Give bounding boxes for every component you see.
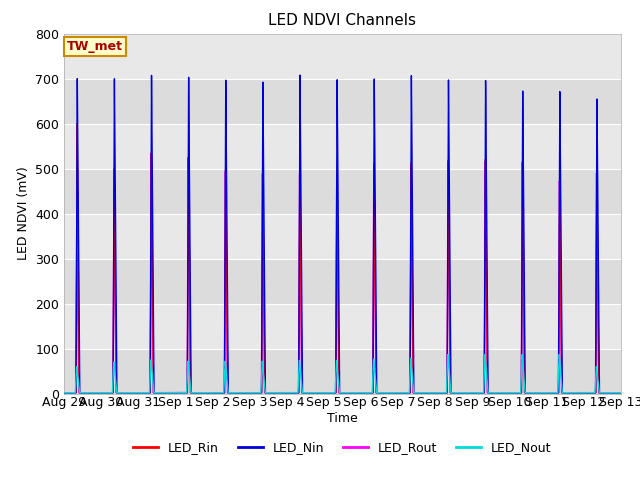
- Y-axis label: LED NDVI (mV): LED NDVI (mV): [17, 167, 29, 261]
- Bar: [64, 348, 621, 394]
- X-axis label: Time: Time: [327, 412, 358, 425]
- Text: TW_met: TW_met: [67, 40, 123, 53]
- Legend: LED_Rin, LED_Nin, LED_Rout, LED_Nout: LED_Rin, LED_Nin, LED_Rout, LED_Nout: [128, 436, 557, 459]
- Bar: [64, 303, 621, 348]
- Bar: [64, 214, 621, 259]
- Bar: [64, 34, 621, 79]
- Bar: [64, 79, 621, 123]
- Bar: [64, 259, 621, 303]
- Bar: [64, 168, 621, 214]
- Title: LED NDVI Channels: LED NDVI Channels: [268, 13, 417, 28]
- Bar: [64, 123, 621, 168]
